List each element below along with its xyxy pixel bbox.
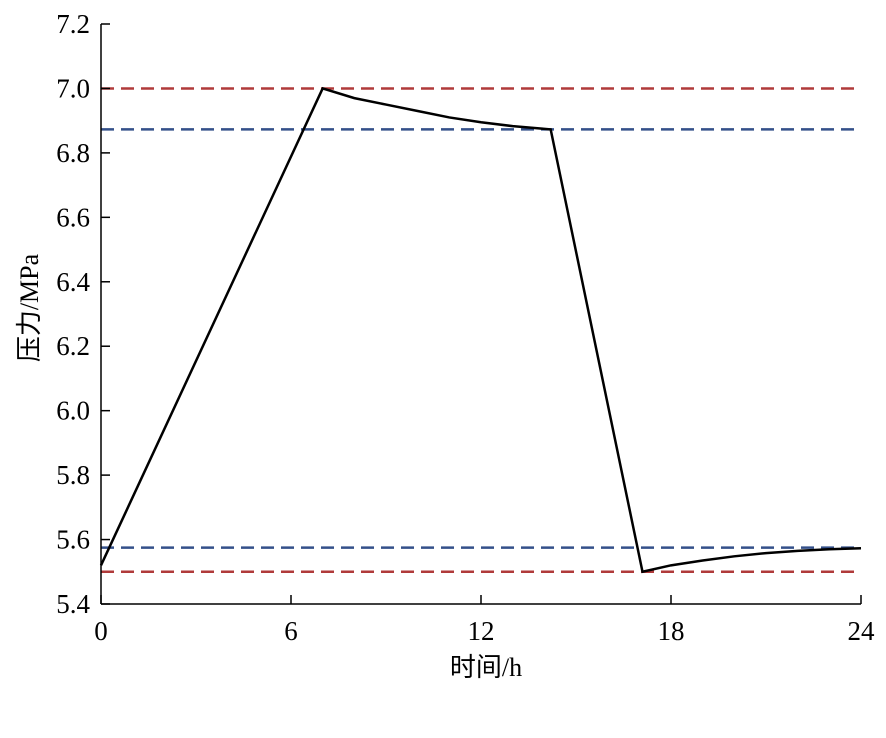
x-tick-label: 18 — [658, 616, 685, 646]
y-tick-label: 6.2 — [56, 331, 90, 361]
x-tick-label: 0 — [94, 616, 108, 646]
x-axis-title: 时间/h — [450, 653, 522, 682]
y-tick-label: 7.0 — [56, 73, 90, 103]
y-tick-label: 7.2 — [56, 9, 90, 39]
x-tick-label: 6 — [284, 616, 298, 646]
y-tick-label: 5.4 — [56, 589, 90, 619]
x-tick-label: 12 — [468, 616, 495, 646]
x-tick-group: 0 6 12 18 24 — [94, 595, 875, 646]
y-tick-label: 6.6 — [56, 202, 90, 232]
axes — [100, 24, 861, 605]
y-axis-title: 压力/MPa — [15, 253, 44, 362]
y-tick-label: 6.4 — [56, 267, 90, 297]
y-tick-label: 6.8 — [56, 138, 90, 168]
y-tick-label: 5.6 — [56, 525, 90, 555]
series-line-0 — [99, 86, 862, 574]
series-group — [99, 86, 862, 574]
y-tick-group: 5.4 5.6 5.8 6.0 6.2 6.4 6.6 6.8 7.0 7.2 — [56, 9, 110, 619]
y-tick-label: 6.0 — [56, 396, 90, 426]
reference-lines — [101, 87, 861, 574]
y-tick-label: 5.8 — [56, 460, 90, 490]
x-tick-label: 24 — [848, 616, 876, 646]
